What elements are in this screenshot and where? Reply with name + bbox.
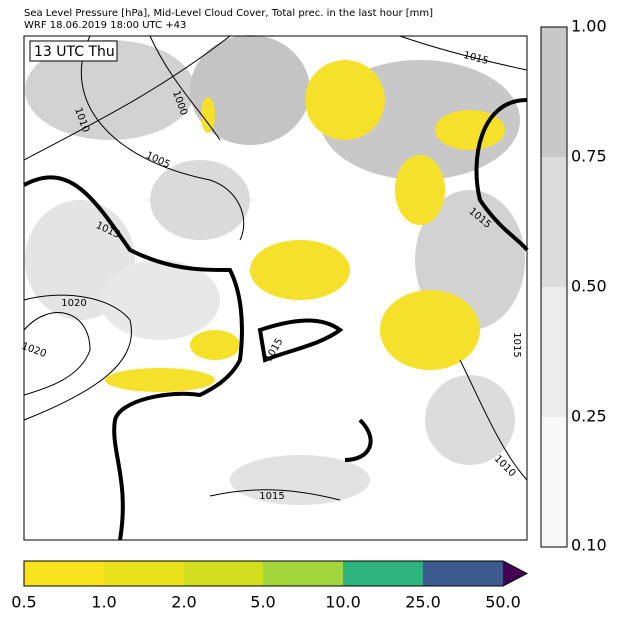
precip-tick-label: 25.0 xyxy=(405,593,441,612)
cloud-colorbar: 1.00 0.75 0.50 0.25 0.10 xyxy=(540,17,607,555)
time-label: 13 UTC Thu xyxy=(34,44,115,60)
cloud-tick-label: 0.10 xyxy=(571,536,607,555)
cloud-cover xyxy=(25,35,525,505)
cloud-tick-label: 0.25 xyxy=(571,407,607,426)
contour-label: 1015 xyxy=(511,332,522,357)
cloud-tick-label: 1.00 xyxy=(571,17,607,36)
cloud-tick-label: 0.75 xyxy=(571,147,607,166)
precip-tick-label: 2.0 xyxy=(171,593,196,612)
precip-tick-label: 1.0 xyxy=(91,593,116,612)
contour-label: 1020 xyxy=(61,298,86,309)
precip-tick-label: 50.0 xyxy=(485,593,521,612)
cloud-tick-label: 0.50 xyxy=(571,277,607,296)
contour-label: 1015 xyxy=(259,491,284,502)
subtitle: WRF 18.06.2019 18:00 UTC +43 xyxy=(24,20,186,31)
title: Sea Level Pressure [hPa], Mid-Level Clou… xyxy=(24,8,433,19)
precip-tick-label: 10.0 xyxy=(325,593,361,612)
isobars xyxy=(23,35,529,541)
map: 1000 1010 1005 1015 1015 1015 1020 1020 … xyxy=(20,35,529,541)
time-box xyxy=(29,40,118,62)
precip-tick-label: 0.5 xyxy=(11,593,36,612)
precip-tick-label: 5.0 xyxy=(250,593,275,612)
map-frame xyxy=(23,35,528,541)
precip-colorbar: 0.5 1.0 2.0 5.0 10.0 25.0 50.0 xyxy=(11,560,529,612)
